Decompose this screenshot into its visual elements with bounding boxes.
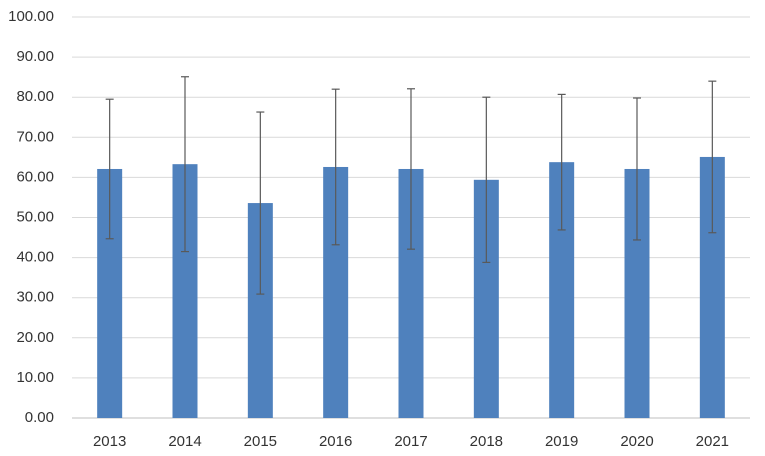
y-tick-label: 40.00: [16, 249, 54, 266]
y-tick-label: 30.00: [16, 289, 54, 306]
y-tick-label: 60.00: [16, 168, 54, 185]
y-tick-label: 80.00: [16, 88, 54, 105]
x-tick-label: 2016: [319, 433, 352, 450]
x-tick-label: 2021: [696, 433, 729, 450]
x-tick-label: 2013: [93, 433, 126, 450]
x-tick-label: 2017: [394, 433, 427, 450]
y-tick-label: 10.00: [16, 369, 54, 386]
y-tick-label: 100.00: [8, 8, 54, 25]
y-tick-label: 0.00: [25, 409, 54, 426]
y-tick-label: 50.00: [16, 208, 54, 225]
y-tick-label: 90.00: [16, 48, 54, 65]
y-tick-label: 20.00: [16, 329, 54, 346]
x-tick-label: 2020: [620, 433, 653, 450]
x-tick-label: 2018: [470, 433, 503, 450]
y-tick-label: 70.00: [16, 128, 54, 145]
x-tick-label: 2019: [545, 433, 578, 450]
x-tick-label: 2015: [244, 433, 277, 450]
x-tick-label: 2014: [168, 433, 201, 450]
